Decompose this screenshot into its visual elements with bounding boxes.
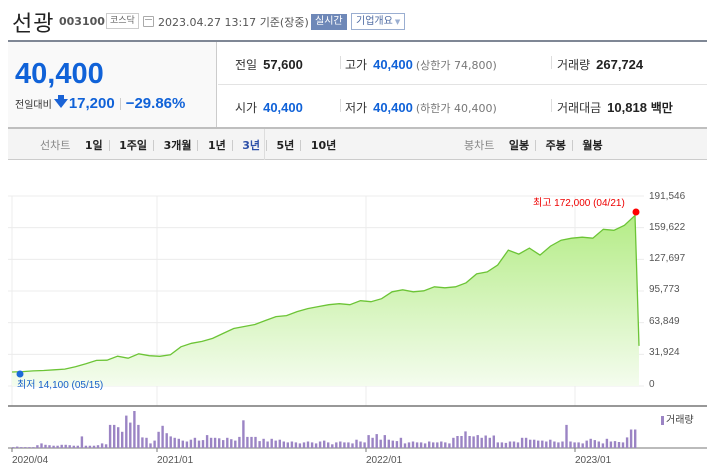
compare-label: 전일대비 xyxy=(15,100,52,111)
stat-label: 고가 xyxy=(345,58,368,72)
tab-monthly-candle[interactable]: 월봉 xyxy=(582,139,603,152)
tab-weekly-candle[interactable]: 주봉 xyxy=(545,139,566,152)
y-tick: 63,849 xyxy=(649,316,680,327)
x-tick: 2023/01 xyxy=(575,455,612,466)
line-chart-tabs: 선차트 1일 1주일 3개월 1년 3년 5년 10년 xyxy=(8,129,336,160)
volume-legend: 거래량 xyxy=(661,411,694,426)
chart-tabs: 선차트 1일 1주일 3개월 1년 3년 5년 10년 봉차트 일봉 주봉 월봉 xyxy=(8,129,707,160)
stat-open: 시가 40,400 xyxy=(235,99,303,116)
calendar-icon xyxy=(143,16,154,27)
stat-prev-close: 전일 57,600 xyxy=(235,56,303,73)
tab-1d[interactable]: 1일 xyxy=(84,139,103,152)
stat-volume: 거래량 267,724 xyxy=(557,56,643,73)
candle-period-group: 봉차트 일봉 주봉 월봉 xyxy=(464,137,603,153)
lower-limit: (하한가 40,400) xyxy=(415,102,497,115)
stock-code: 003100 xyxy=(59,15,105,28)
stat-low: 저가 40,400 (하한가 40,400) xyxy=(345,99,497,116)
current-price: 40,400 xyxy=(15,58,104,90)
price-stats: 전일 57,600 고가 40,400 (상한가 74,800) 거래량 267,724… xyxy=(218,42,707,128)
stat-label: 전일 xyxy=(235,58,258,72)
tab-3m[interactable]: 3개월 xyxy=(163,139,192,152)
x-tick: 2020/04 xyxy=(12,455,49,466)
volume-legend-label: 거래량 xyxy=(666,415,694,426)
current-price-panel: 40,400 전일대비 17,200 −29.86% xyxy=(8,42,217,128)
stat-trade-value: 거래대금 10,818 백만 xyxy=(557,99,673,116)
stat-label: 거래량 xyxy=(557,58,591,72)
stat-unit: 백만 xyxy=(650,101,673,115)
divider xyxy=(119,97,121,110)
tab-1y[interactable]: 1년 xyxy=(207,139,226,152)
change-percent: −29.86% xyxy=(125,95,186,112)
market-badge: 코스닥 xyxy=(106,13,139,29)
y-tick: 159,622 xyxy=(649,222,686,233)
stock-name: 선광 xyxy=(12,12,55,37)
stat-high: 고가 40,400 (상한가 74,800) xyxy=(345,56,497,73)
stat-value: 57,600 xyxy=(263,57,303,72)
y-tick: 0 xyxy=(649,379,655,390)
x-tick: 2022/01 xyxy=(366,455,403,466)
company-overview-button[interactable]: 기업개요 ▼ xyxy=(351,13,406,30)
line-chart-label: 선차트 xyxy=(40,139,71,152)
divider xyxy=(551,99,552,112)
tab-daily-candle[interactable]: 일봉 xyxy=(508,139,530,152)
quote-datetime: 2023.04.27 13:17 기준(장중) xyxy=(158,14,309,30)
tab-3y[interactable]: 3년 xyxy=(242,139,261,152)
stat-value: 40,400 xyxy=(263,100,303,115)
stat-value: 10,818 xyxy=(607,100,647,115)
divider xyxy=(340,56,341,69)
change-amount: 17,200 xyxy=(68,95,115,112)
divider xyxy=(8,127,707,129)
stat-value: 40,400 xyxy=(373,100,413,115)
stat-label: 거래대금 xyxy=(557,101,602,115)
stat-value: 40,400 xyxy=(373,57,413,72)
y-tick: 31,924 xyxy=(649,347,680,358)
low-annotation: 최저 14,100 (05/15) xyxy=(17,380,104,391)
y-tick: 95,773 xyxy=(649,284,680,295)
line-period-group: 선차트 1일 1주일 3개월 1년 3년 5년 10년 xyxy=(40,137,336,153)
tab-1w[interactable]: 1주일 xyxy=(119,139,148,152)
upper-limit: (상한가 74,800) xyxy=(415,59,497,72)
x-tick: 2021/01 xyxy=(157,455,194,466)
high-annotation: 최고 172,000 (04/21) xyxy=(533,198,625,209)
price-change: 전일대비 17,200 −29.86% xyxy=(15,95,185,112)
stock-header: 선광 003100 코스닥 2023.04.27 13:17 기준(장중) 실시… xyxy=(0,0,707,40)
basis-text: 기준(장중) xyxy=(259,16,309,29)
stats-row: 시가 40,400 저가 40,400 (하한가 40,400) 거래대금 10,818… xyxy=(218,85,707,128)
y-tick: 127,697 xyxy=(649,253,686,264)
y-tick: 191,546 xyxy=(649,191,686,202)
price-chart[interactable] xyxy=(0,160,707,474)
chevron-down-icon: ▼ xyxy=(394,18,401,26)
tab-5y[interactable]: 5년 xyxy=(276,139,295,152)
divider xyxy=(551,56,552,69)
candle-chart-label: 봉차트 xyxy=(464,139,495,152)
datetime-text: 2023.04.27 13:17 xyxy=(158,16,257,29)
realtime-badge[interactable]: 실시간 xyxy=(311,14,347,30)
tab-10y[interactable]: 10년 xyxy=(310,139,337,152)
stats-row: 전일 57,600 고가 40,400 (상한가 74,800) 거래량 267,724 xyxy=(218,42,707,85)
stat-value: 267,724 xyxy=(596,57,644,72)
arrow-down-icon xyxy=(53,95,68,108)
volume-legend-swatch xyxy=(661,415,664,425)
divider xyxy=(8,40,707,42)
stat-label: 시가 xyxy=(235,101,258,115)
company-overview-label: 기업개요 xyxy=(356,16,393,27)
divider xyxy=(340,99,341,112)
stat-label: 저가 xyxy=(345,101,368,115)
